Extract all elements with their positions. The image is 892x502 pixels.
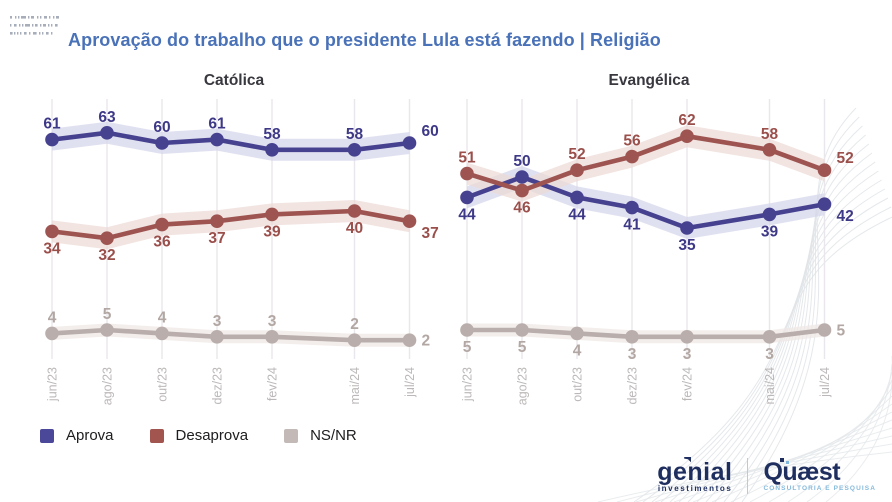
genial-logo-text: genial [657,457,733,486]
svg-text:3: 3 [683,346,692,363]
logo-divider [747,458,749,494]
svg-text:34: 34 [43,240,61,257]
svg-text:52: 52 [837,150,854,167]
quaest-logo-subtitle: CONSULTORIA E PESQUISA [763,485,876,492]
svg-text:50: 50 [513,153,530,170]
svg-text:3: 3 [268,313,277,330]
svg-text:42: 42 [837,208,854,225]
svg-text:46: 46 [513,200,531,217]
legend-swatch-aprova [40,428,54,443]
svg-text:51: 51 [458,150,476,167]
svg-text:40: 40 [346,220,363,237]
svg-text:fev/24: fev/24 [681,367,695,401]
legend-item-desaprova: Desaprova [149,427,249,444]
svg-text:58: 58 [263,126,281,143]
legend-item-nsnr: NS/NR [284,427,357,444]
legend-label-aprova: Aprova [66,427,114,444]
svg-text:mai/24: mai/24 [763,367,777,405]
legend: Aprova Desaprova NS/NR [40,427,357,444]
svg-text:fev/24: fev/24 [266,367,280,401]
svg-text:2: 2 [350,316,359,333]
svg-text:3: 3 [628,346,637,363]
svg-text:36: 36 [153,234,171,251]
svg-text:5: 5 [103,306,112,323]
svg-text:5: 5 [463,339,472,356]
genial-logo-name: genial [657,456,733,486]
chart-catolica: Católica 61 63 60 61 58 58 60 34 32 36 37 39 40 37 4 5 4… [38,72,450,413]
svg-text:5: 5 [837,323,846,340]
svg-text:41: 41 [623,217,641,234]
quaest-pixel-icon [780,458,785,462]
svg-text:mai/24: mai/24 [348,367,362,405]
legend-label-desaprova: Desaprova [175,427,249,444]
svg-text:5: 5 [518,339,527,356]
svg-text:52: 52 [568,146,585,163]
chart-title-evangelica: Evangélica [608,72,690,89]
svg-text:out/23: out/23 [156,367,170,402]
page-title: Aprovação do trabalho que o presidente L… [68,30,661,50]
quaest-logo-text: Quæst [763,458,841,486]
svg-text:60: 60 [153,119,170,136]
quaest-logo: Quæst CONSULTORIA E PESQUISA [763,458,876,492]
svg-text:ago/23: ago/23 [516,367,530,405]
legend-label-nsnr: NS/NR [310,427,357,444]
svg-text:37: 37 [422,225,439,242]
svg-text:dez/23: dez/23 [211,367,225,405]
genial-logo: genial investimentos [657,456,733,493]
svg-text:63: 63 [98,109,116,126]
chart-canvas-catolica: 61 63 60 61 58 58 60 34 32 36 37 39 40 37 4 5 4 3 3 2 2 jun/2… [38,97,450,413]
chart-canvas-evangelica: 44 50 44 41 35 39 42 51 46 52 56 62 58 52 5 5 4 3 3 3 5 jun/2… [453,97,865,413]
svg-text:58: 58 [346,126,364,143]
svg-text:jul/24: jul/24 [818,367,832,398]
chart-title-catolica: Católica [203,72,265,89]
svg-text:62: 62 [678,112,695,129]
svg-text:35: 35 [678,237,696,254]
svg-text:jun/23: jun/23 [461,367,475,402]
svg-text:61: 61 [208,116,226,133]
chart-evangelica: Evangélica 44 50 44 41 35 39 42 51 46 52 56 62 58 52 5… [453,72,865,413]
svg-text:32: 32 [98,247,115,264]
quaest-pixel-icon [786,461,790,464]
svg-text:44: 44 [458,206,476,223]
svg-text:jul/24: jul/24 [403,367,417,398]
svg-text:39: 39 [263,223,281,240]
legend-swatch-desaprova [149,428,164,443]
svg-text:dez/23: dez/23 [626,367,640,405]
svg-text:4: 4 [573,342,582,359]
deco-dash-mark [10,16,59,35]
genial-logo-subtitle: investimentos [657,483,733,493]
svg-text:37: 37 [208,230,225,247]
svg-text:44: 44 [568,206,586,223]
legend-item-aprova: Aprova [40,427,114,444]
legend-swatch-nsnr [284,428,299,443]
svg-text:4: 4 [158,309,167,326]
svg-text:61: 61 [43,116,61,133]
svg-text:jun/23: jun/23 [46,367,60,402]
svg-text:60: 60 [422,123,439,140]
quaest-logo-name: Quæst [763,458,841,486]
svg-text:58: 58 [761,126,779,143]
svg-text:4: 4 [48,309,57,326]
svg-text:3: 3 [213,313,222,330]
svg-text:2: 2 [422,333,431,350]
svg-text:39: 39 [761,223,779,240]
svg-text:ago/23: ago/23 [101,367,115,405]
svg-text:3: 3 [765,346,774,363]
svg-text:out/23: out/23 [571,367,585,402]
svg-text:56: 56 [623,133,641,150]
footer-logos: genial investimentos Quæst CONSULTORIA E… [657,456,876,494]
